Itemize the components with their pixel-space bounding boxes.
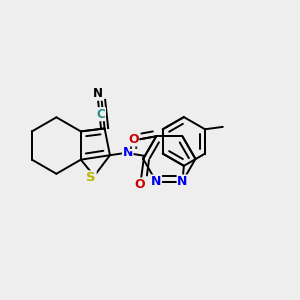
- Text: N: N: [151, 175, 161, 188]
- Text: N: N: [177, 175, 188, 188]
- Text: H: H: [129, 141, 138, 151]
- Text: O: O: [134, 178, 145, 191]
- Text: N: N: [123, 146, 133, 159]
- Text: O: O: [128, 133, 139, 146]
- Text: C: C: [97, 108, 105, 121]
- Text: N: N: [93, 87, 103, 100]
- Text: S: S: [86, 171, 96, 184]
